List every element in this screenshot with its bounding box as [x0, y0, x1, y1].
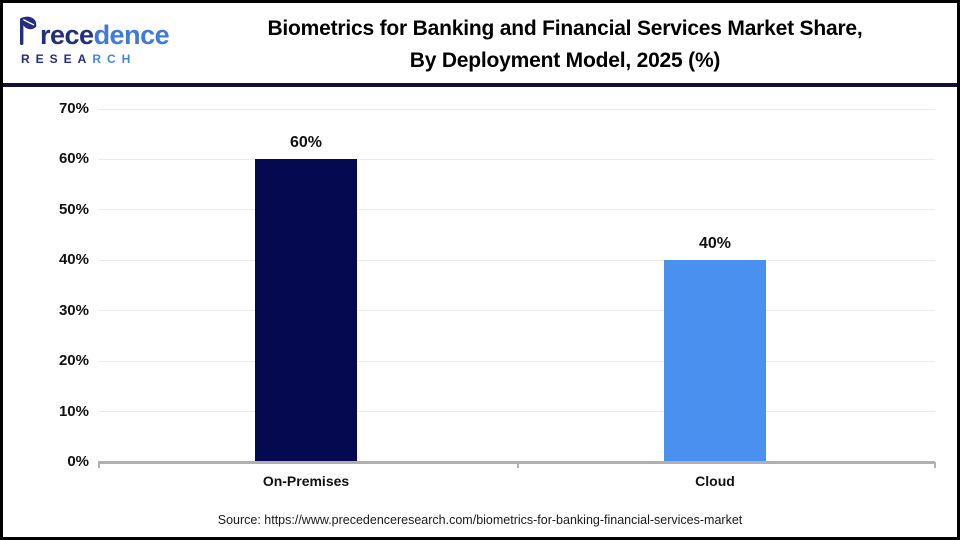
gridline-50% [98, 209, 935, 211]
leaf-p-icon [17, 15, 39, 49]
y-axis-label-0%: 0% [67, 453, 89, 470]
category-label-cloud: Cloud [695, 473, 735, 489]
x-axis-tick-0 [98, 462, 100, 468]
header: recedence RESEARCH Biometrics for Bankin… [3, 3, 957, 83]
chart-title: Biometrics for Banking and Financial Ser… [183, 11, 947, 79]
category-label-on-premises: On-Premises [262, 473, 350, 489]
y-axis-label-20%: 20% [58, 352, 89, 370]
precedence-research-logo: recedence RESEARCH [17, 15, 177, 66]
bar-chart: 70% 60% 50% 40% 30% 20% 10% 0% 60% On-Premises 40%… [3, 3, 957, 537]
gridline-60% [98, 158, 935, 160]
gridline-40% [98, 259, 935, 261]
y-axis-label-30%: 30% [58, 301, 89, 319]
chart-title-line1: Biometrics for Banking and Financial Ser… [267, 17, 863, 40]
x-axis-tick-1 [516, 462, 519, 468]
logo-brand-text: recedence [40, 20, 170, 50]
gridline-70% [98, 108, 935, 110]
logo-wordmark: recedence [17, 15, 177, 49]
gridline-20% [98, 360, 935, 362]
bar-cloud [664, 260, 766, 461]
bar-value-label-on-premises: 60% [289, 134, 323, 152]
y-axis-label-10%: 10% [58, 402, 89, 420]
gridline-10% [98, 411, 935, 413]
header-divider [3, 83, 957, 87]
chart-title-line2: By Deployment Model, 2025 (%) [409, 49, 721, 72]
y-axis-label-60%: 60% [58, 150, 89, 168]
source-citation: Source: https://www.precedenceresearch.c… [217, 513, 743, 527]
y-axis-label-50%: 50% [58, 200, 89, 218]
logo-research-text: RESEARCH [21, 52, 137, 66]
gridline-30% [98, 310, 935, 312]
bar-value-label-cloud: 40% [698, 235, 732, 253]
y-axis-label-40%: 40% [58, 251, 89, 269]
y-axis-label-70%: 70% [58, 100, 89, 117]
bar-on-premises [255, 159, 357, 461]
x-axis-tick-2 [934, 462, 936, 468]
